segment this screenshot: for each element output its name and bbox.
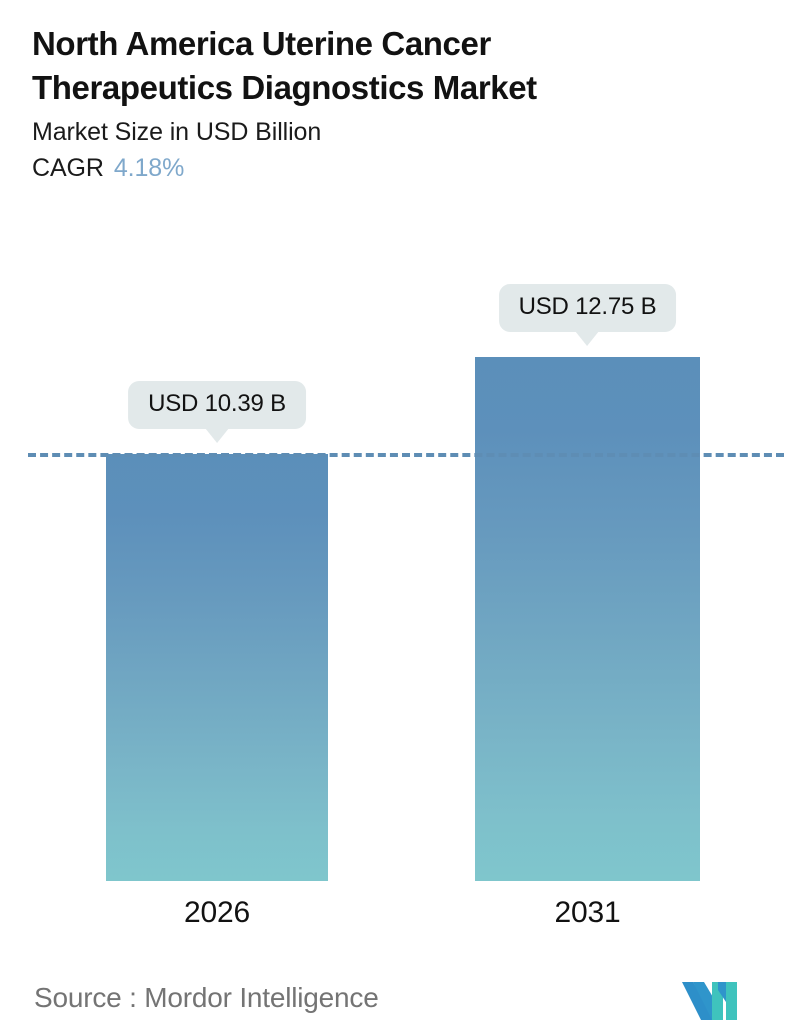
cagr-row: CAGR 4.18% xyxy=(32,154,752,183)
mordor-intelligence-logo-icon xyxy=(682,982,737,1020)
source-text: Source : Mordor Intelligence xyxy=(34,982,379,1013)
bar-2031-fill xyxy=(475,357,700,881)
callout-pointer-icon xyxy=(205,428,229,444)
value-callout-2026: USD 10.39 B xyxy=(128,381,306,444)
value-callout-2031-text: USD 12.75 B xyxy=(518,293,657,320)
value-callout-2026-text: USD 10.39 B xyxy=(148,390,286,418)
page-title: North America Uterine Cancer Therapeutic… xyxy=(32,25,537,106)
bar-2026-fill xyxy=(106,454,328,881)
bar-2026[interactable] xyxy=(105,453,329,882)
header: North America Uterine Cancer Therapeutic… xyxy=(32,22,752,183)
cagr-value: 4.18% xyxy=(113,154,185,183)
x-axis-label-2031: 2031 xyxy=(554,896,621,929)
value-callout-2031: USD 12.75 B xyxy=(498,284,677,346)
callout-pointer-icon xyxy=(575,331,600,346)
reference-dashed-line xyxy=(28,453,784,458)
cagr-label: CAGR xyxy=(32,154,104,183)
bar-2031[interactable] xyxy=(474,356,701,882)
x-axis-label-2026: 2026 xyxy=(184,896,250,929)
chart-subtitle: Market Size in USD Billion xyxy=(32,118,322,147)
footer: Source : Mordor Intelligence xyxy=(34,976,772,1020)
